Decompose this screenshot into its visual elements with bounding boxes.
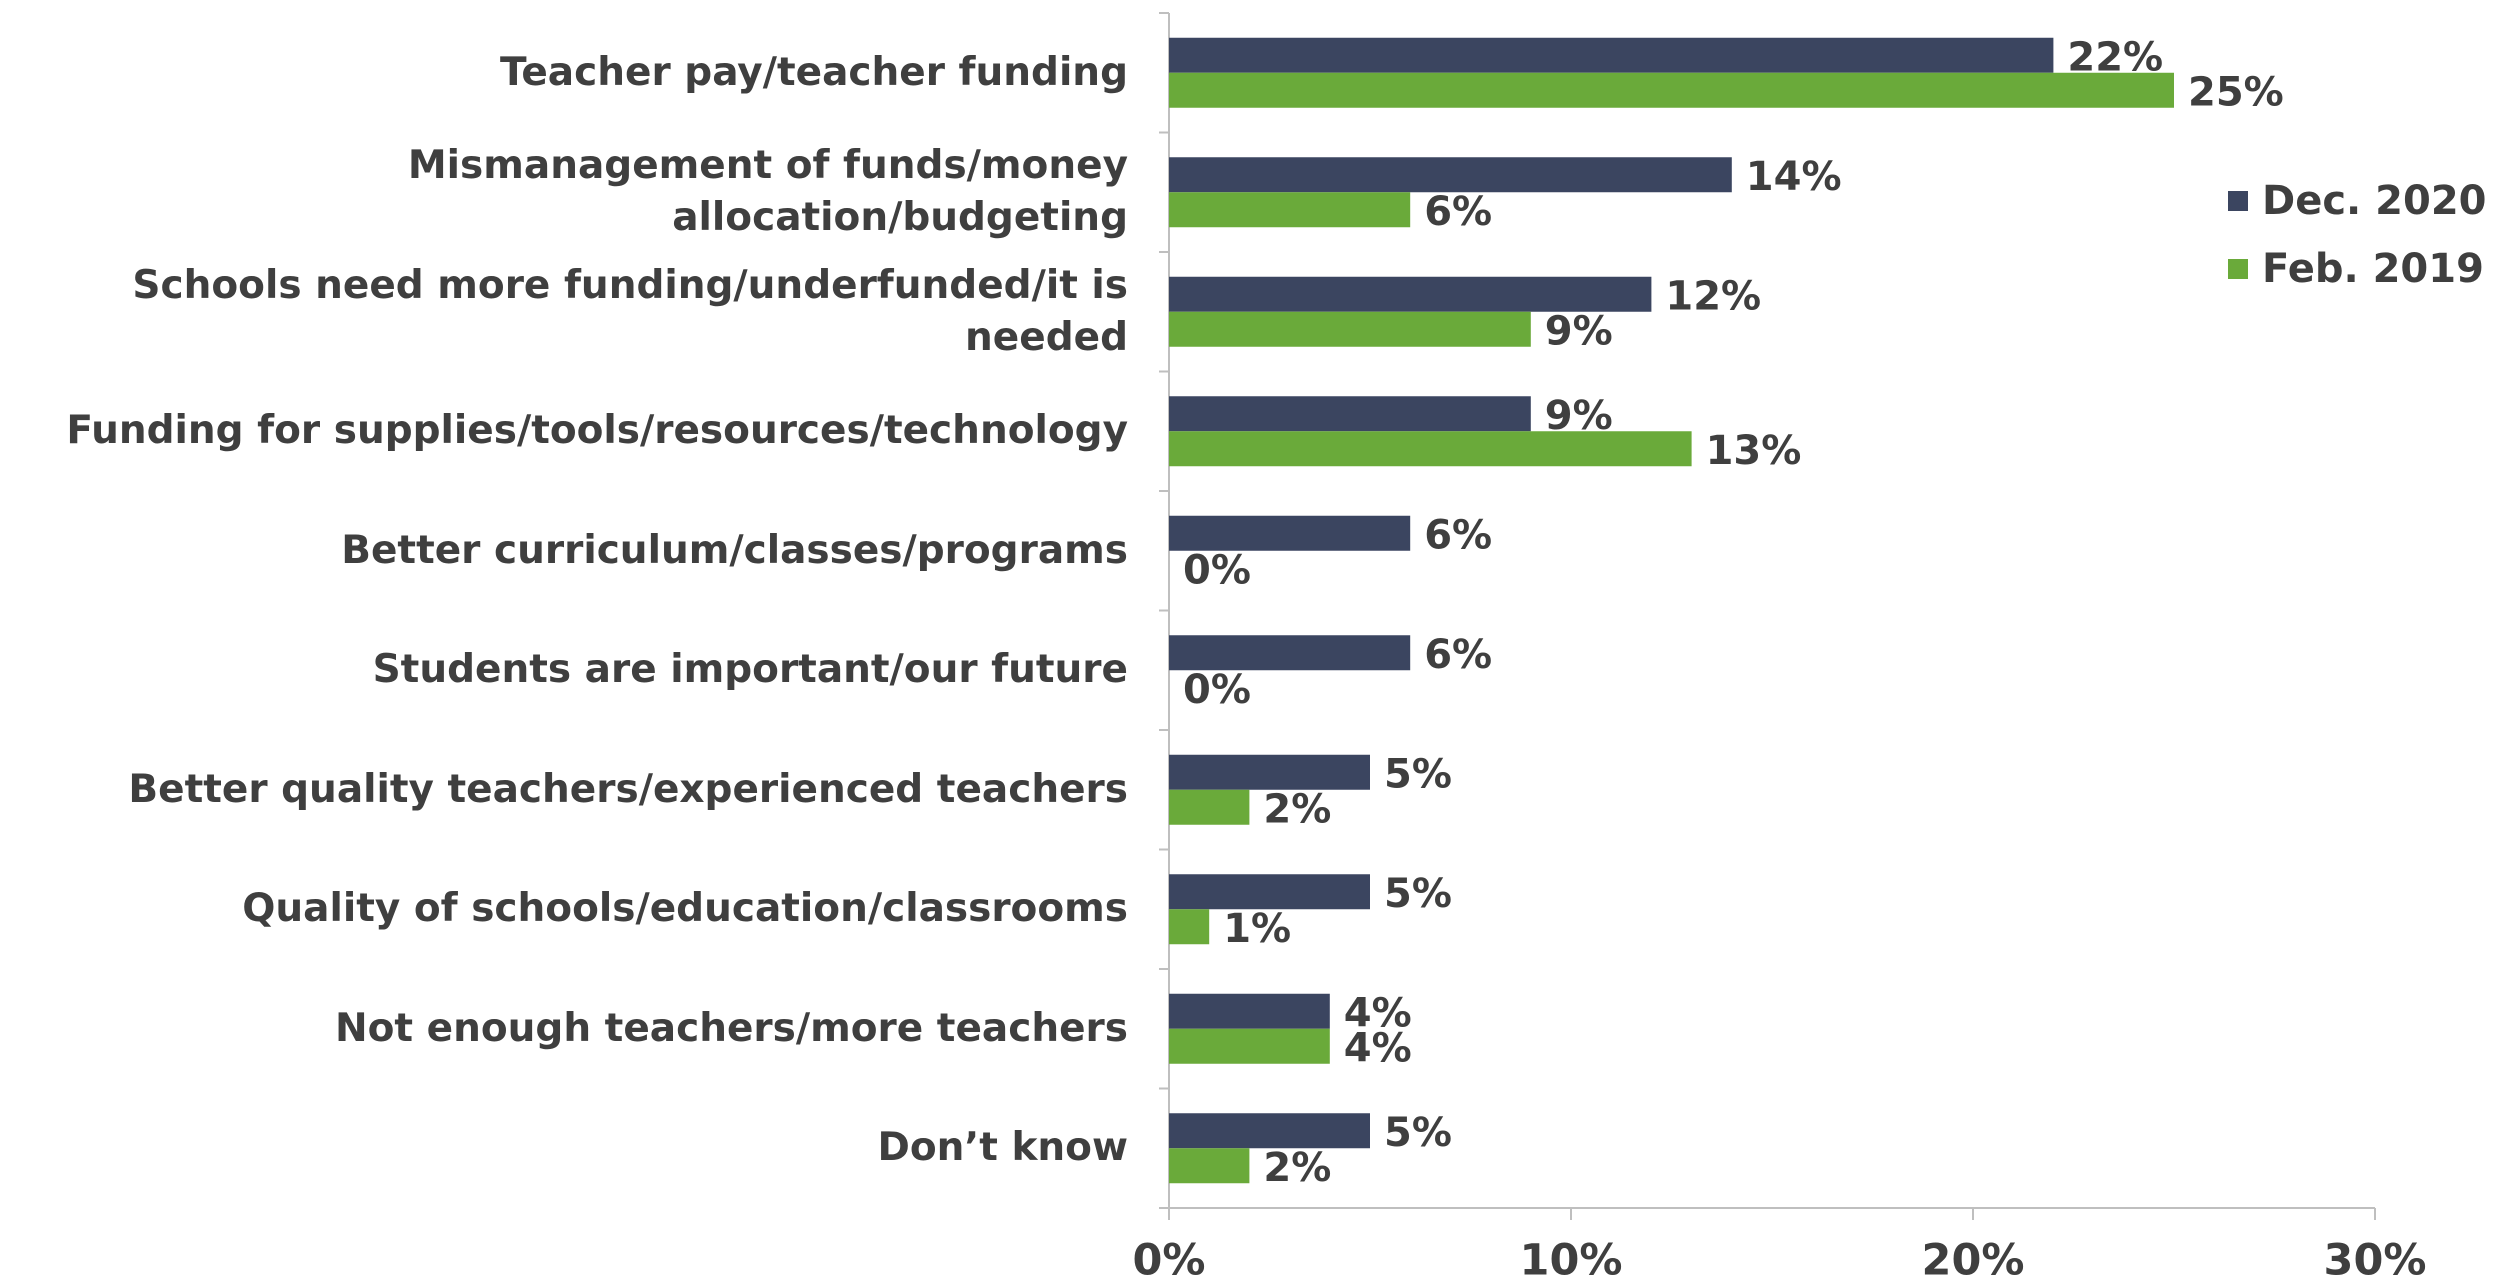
category-label: Don’t know	[877, 1125, 1129, 1171]
legend-swatch	[2228, 191, 2248, 211]
category-label: Better curriculum/classes/programs	[341, 527, 1128, 573]
bar	[1169, 635, 1411, 671]
bar	[1169, 754, 1370, 790]
legend-label: Feb. 2019	[2262, 246, 2484, 292]
value-label: 6%	[1424, 632, 1492, 678]
value-label: 12%	[1665, 273, 1761, 319]
value-label: 14%	[1746, 154, 1842, 200]
value-label: 4%	[1344, 990, 1412, 1036]
bar	[1169, 276, 1652, 312]
bar	[1169, 874, 1370, 910]
value-label: 13%	[1706, 428, 1802, 474]
bar	[1169, 37, 2054, 73]
category-label: Quality of schools/education/classrooms	[242, 886, 1128, 932]
category-label: Not enough teachers/more teachers	[334, 1005, 1128, 1051]
bar	[1169, 1028, 1330, 1064]
value-label: 6%	[1424, 189, 1492, 235]
value-label: 6%	[1424, 512, 1492, 558]
bar	[1169, 431, 1692, 467]
category-label: Funding for supplies/tools/resources/tec…	[66, 408, 1128, 454]
bar	[1169, 1113, 1370, 1149]
value-label: 25%	[2188, 69, 2284, 115]
value-label: 0%	[1183, 667, 1251, 713]
value-label: 0%	[1183, 547, 1251, 593]
category-label: Teacher pay/teacher funding	[499, 49, 1128, 95]
value-label: 9%	[1545, 308, 1613, 354]
value-label: 2%	[1263, 1145, 1331, 1191]
bar	[1169, 396, 1531, 432]
bar	[1169, 515, 1411, 551]
bar	[1169, 157, 1732, 193]
value-label: 1%	[1223, 906, 1291, 952]
x-tick-label: 20%	[1922, 1236, 2025, 1285]
category-label: Students are important/our future	[372, 647, 1128, 693]
value-label: 22%	[2067, 34, 2163, 80]
value-label: 4%	[1344, 1025, 1412, 1071]
value-label: 9%	[1545, 393, 1613, 439]
bar	[1169, 1148, 1250, 1184]
category-label: Schools need more funding/underfunded/it…	[132, 262, 1128, 360]
x-tick-label: 10%	[1520, 1236, 1623, 1285]
value-label: 5%	[1384, 1110, 1452, 1156]
value-label: 2%	[1263, 786, 1331, 832]
x-tick-label: 30%	[2324, 1236, 2427, 1285]
bar	[1169, 72, 2174, 108]
bar	[1169, 909, 1210, 945]
x-tick-label: 0%	[1132, 1236, 1205, 1285]
category-label: Mismanagement of funds/money allocation/…	[407, 143, 1128, 241]
bar	[1169, 993, 1330, 1029]
value-label: 5%	[1384, 871, 1452, 917]
legend-label: Dec. 2020	[2262, 178, 2487, 224]
bar	[1169, 192, 1411, 228]
legend-swatch	[2228, 259, 2248, 279]
bar	[1169, 311, 1531, 347]
value-label: 5%	[1384, 751, 1452, 797]
bar	[1169, 789, 1250, 825]
category-label: Better quality teachers/experienced teac…	[128, 766, 1128, 812]
